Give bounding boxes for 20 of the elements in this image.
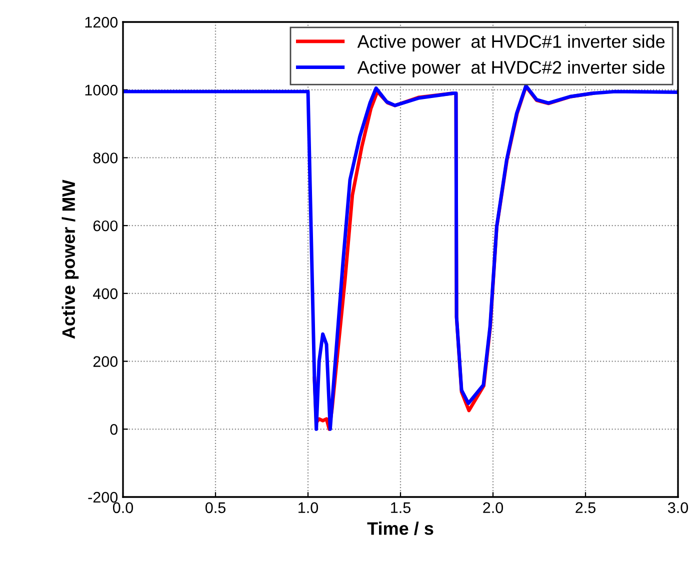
- y-tick-label: 800: [93, 152, 118, 164]
- y-tick-label: 1000: [85, 84, 118, 96]
- legend-label: Active power at HVDC#1 inverter side: [357, 34, 665, 52]
- y-tick-label: -200: [88, 492, 118, 503]
- x-axis-title: Time / s: [367, 522, 434, 536]
- x-tick-label: 2.5: [576, 502, 596, 514]
- y-tick-label: 400: [93, 288, 118, 300]
- x-tick-label: 1.0: [298, 502, 318, 514]
- x-tick-label: 3.0: [668, 502, 688, 514]
- y-tick-label: 600: [93, 220, 118, 232]
- y-tick-label: 200: [93, 356, 118, 367]
- y-tick-label: 1200: [85, 16, 118, 28]
- y-tick-label: 0: [110, 424, 118, 435]
- y-axis-title: Active power / MW: [62, 180, 79, 339]
- line-series: [123, 84, 678, 431]
- x-tick-label: 0.5: [205, 502, 226, 514]
- x-tick-label: 0.0: [112, 502, 134, 514]
- x-tick-label: 2.0: [483, 502, 504, 514]
- x-tick-label: 1.5: [391, 502, 410, 514]
- legend-label: Active power at HVDC#2 inverter side: [357, 60, 665, 78]
